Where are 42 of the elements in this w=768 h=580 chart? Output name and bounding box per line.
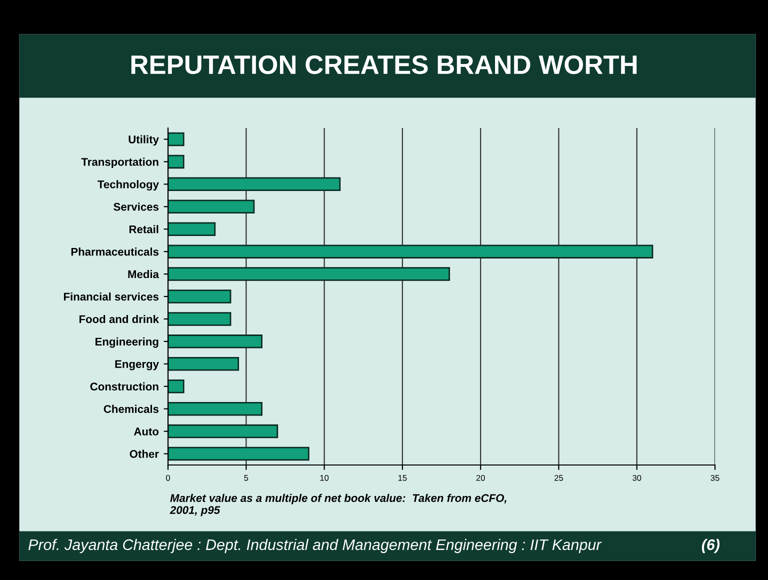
text: Prof. Jayanta Chatterjee : Dept. Industrial and Management Engineering : IIT Kanpur — [28, 538, 602, 554]
text: (6) — [702, 538, 720, 554]
bar — [168, 200, 255, 214]
x-tick-label: 5 — [244, 475, 248, 481]
x-tick-label: 15 — [398, 475, 407, 481]
bar — [168, 312, 232, 326]
y-tick-label: Media — [128, 270, 160, 278]
bar — [168, 244, 654, 258]
y-tick-label: Chemicals — [104, 404, 159, 413]
y-tick-label: Food and drink — [79, 314, 159, 324]
y-tick-label: Financial services — [64, 292, 159, 301]
bar — [168, 424, 278, 438]
x-tick-label: 30 — [632, 474, 642, 481]
bar — [168, 446, 310, 461]
x-tick-label: 0 — [166, 474, 170, 481]
y-tick-label: Retail — [129, 225, 158, 234]
bar — [168, 154, 184, 169]
bar — [168, 334, 262, 348]
y-tick-label: Other — [130, 450, 159, 458]
bar — [168, 402, 262, 416]
bar — [168, 290, 232, 304]
x-tick-label: 20 — [476, 474, 485, 481]
x-tick-label: 35 — [710, 474, 720, 481]
bar — [168, 177, 341, 192]
y-tick-label: Utility — [128, 135, 159, 146]
y-tick-label: Services — [114, 202, 159, 211]
bar — [168, 267, 450, 281]
bar — [168, 379, 184, 394]
y-tick-label: Construction — [90, 382, 158, 390]
y-tick-label: Auto — [134, 428, 159, 436]
x-tick-label: 25 — [554, 474, 563, 481]
bar — [168, 132, 184, 146]
y-tick-label: Pharmaceuticals — [71, 248, 159, 256]
y-tick-label: Technology — [98, 180, 159, 191]
chart-title: REPUTATION CREATES BRAND WORTH — [131, 55, 637, 74]
x-tick-label: 10 — [320, 474, 329, 481]
y-tick-label: Engergy — [115, 360, 159, 370]
y-tick-label: Transportation — [81, 158, 158, 168]
bar — [168, 357, 240, 371]
y-tick-label: Engineering — [96, 337, 158, 348]
bar — [168, 222, 216, 236]
text: Market value as a multiple of net book value: Taken from eCFO, 2001, p95 — [170, 494, 506, 516]
